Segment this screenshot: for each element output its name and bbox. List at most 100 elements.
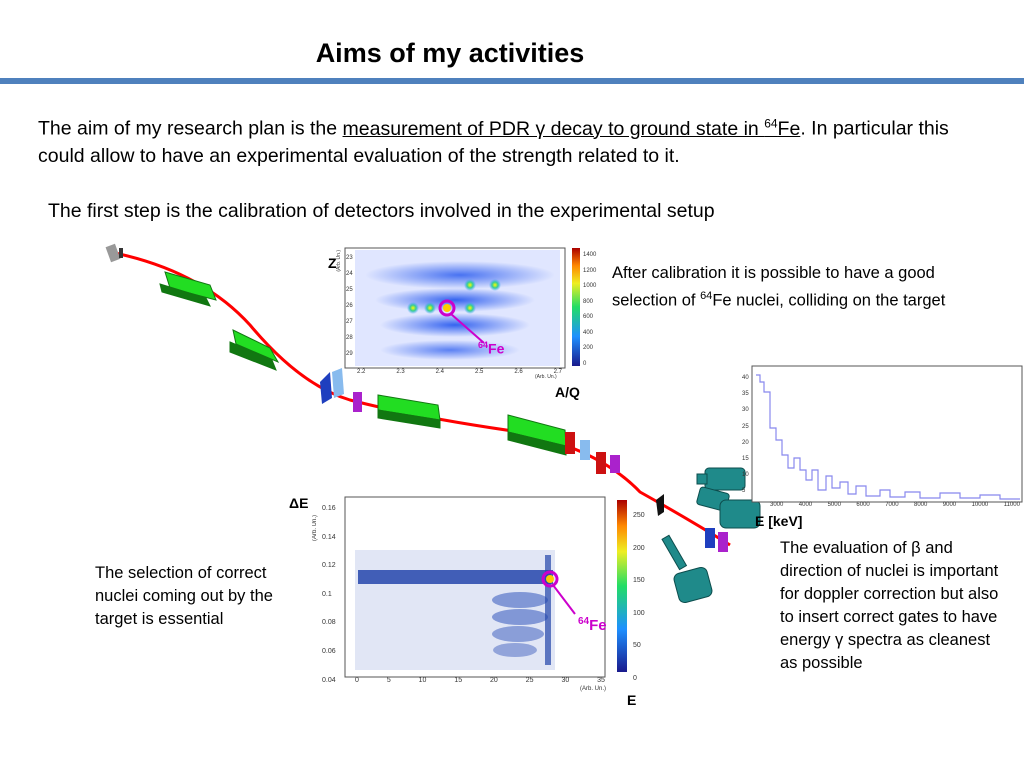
tick-label: 250 xyxy=(633,512,645,519)
zaq-y-ticks: 23 24 25 26 27 28 29 xyxy=(346,250,353,362)
tick-label: 8000 xyxy=(913,502,928,508)
color-scale xyxy=(572,248,580,366)
tick-label: 9000 xyxy=(942,502,957,508)
tick-label: 35 xyxy=(597,677,605,684)
tick-label: 10 xyxy=(418,677,427,684)
detector-plane-icon xyxy=(320,372,332,404)
zaq-fe-label: 64Fe xyxy=(478,340,505,357)
tick-label: 26 xyxy=(346,303,353,309)
intro-underlined: measurement of PDR γ decay to ground sta… xyxy=(342,116,801,140)
note-calibration: After calibration it is possible to have… xyxy=(612,264,946,310)
note-evaluation: The evaluation of β and direction of nuc… xyxy=(780,539,999,672)
tick-label: 0.1 xyxy=(322,590,332,598)
tick-label: 0.12 xyxy=(322,562,336,570)
tick-label: 1400 xyxy=(583,252,597,258)
tick-label: 0 xyxy=(583,360,587,367)
de-e-x-unit: (Arb. Un.) xyxy=(580,686,607,692)
tick-label: 1000 xyxy=(583,283,597,289)
tick-label: 100 xyxy=(633,609,645,617)
intro-text-2: . In particular this could allow to have… xyxy=(38,117,949,167)
tick-label: 1200 xyxy=(583,267,597,274)
tick-label: 15 xyxy=(742,456,749,463)
spectrum-histogram xyxy=(756,374,1020,500)
de-e-y-unit: (Arb. Un.) xyxy=(312,515,318,542)
detector-box-icon xyxy=(565,432,575,454)
tick-label: 0 xyxy=(633,674,637,682)
tick-label: 28 xyxy=(346,335,353,341)
tick-label: 30 xyxy=(742,407,749,414)
tick-label: 11000 xyxy=(1003,502,1020,508)
tick-label: 10000 xyxy=(971,502,989,508)
tick-label: 30 xyxy=(561,677,570,684)
tick-label: 25 xyxy=(525,677,534,684)
tick-label: 27 xyxy=(346,319,353,325)
tick-label: 5000 xyxy=(827,502,841,508)
de-e-x-ticks: 0 5 10 15 20 25 30 35 xyxy=(355,677,605,684)
fe64-arrow xyxy=(552,584,576,615)
zaq-plot xyxy=(344,247,580,369)
de-e-scale-ticks: 250 200 150 100 50 0 xyxy=(633,500,645,695)
tick-label: 3000 xyxy=(770,502,784,508)
tick-label: 50 xyxy=(633,642,641,649)
fe64-marker xyxy=(438,299,456,317)
fe64-marker xyxy=(541,570,559,588)
tick-label: 200 xyxy=(633,544,645,552)
de-e-plot xyxy=(344,496,627,678)
tick-label: 2.3 xyxy=(396,369,405,375)
intro-paragraph: The aim of my research plan is the measu… xyxy=(38,110,998,170)
gamma-detector-icon xyxy=(719,499,761,529)
tick-label: 20 xyxy=(490,677,498,684)
tick-label: 200 xyxy=(583,345,594,351)
tick-label: 24 xyxy=(346,271,353,277)
tick-label: 2.7 xyxy=(553,369,562,375)
magnet-icon xyxy=(507,414,567,456)
tick-label: 150 xyxy=(633,577,645,584)
de-e-xlabel: E xyxy=(627,692,637,708)
tick-label: 4000 xyxy=(798,502,813,508)
tick-label: 5 xyxy=(742,488,746,495)
tick-label: 40 xyxy=(742,375,749,381)
slide-title: Aims of my activities xyxy=(315,38,585,68)
zaq-x-ticks: 2.2 2.3 2.4 2.5 2.6 2.7 xyxy=(357,369,562,375)
tick-label: 2.5 xyxy=(474,369,484,375)
de-e-fe-label: 64Fe xyxy=(578,616,607,634)
tick-label: 0.14 xyxy=(322,533,336,541)
tick-label: 23 xyxy=(346,255,353,261)
title-divider xyxy=(0,78,1024,84)
tick-label: 0 xyxy=(355,677,359,684)
detector-box-icon xyxy=(353,392,362,412)
tick-label: 10 xyxy=(742,472,749,479)
first-step-text: The first step is the calibration of det… xyxy=(48,200,715,222)
tick-label: 400 xyxy=(583,329,594,336)
beam-source-icon xyxy=(105,243,123,263)
color-scale xyxy=(617,500,627,672)
intro-text-1: The aim of my research plan is the xyxy=(38,117,343,140)
tick-label: 20 xyxy=(742,439,749,446)
note-selection: The selection of correct nuclei coming o… xyxy=(95,564,273,628)
tick-label: 600 xyxy=(583,314,594,320)
zaq-scale-ticks: 1400 1200 1000 800 600 400 200 0 xyxy=(583,248,596,372)
tick-label: 25 xyxy=(346,287,353,293)
tick-label: 35 xyxy=(742,391,749,398)
spectrum-y-ticks: 40 35 30 25 20 15 10 5 xyxy=(742,370,749,500)
de-e-y-ticks: 0.16 0.14 0.12 0.1 0.08 0.06 0.04 xyxy=(322,495,336,695)
tick-label: 0.06 xyxy=(322,647,336,655)
tick-label: 2.6 xyxy=(514,369,523,375)
detector-box-icon xyxy=(705,528,715,548)
magnet-icon xyxy=(159,271,217,307)
spectrum-xlabel: E [keV] xyxy=(755,513,803,529)
gamma-detector-icon xyxy=(661,534,713,604)
magnet-icon xyxy=(229,329,280,371)
tick-label: 6000 xyxy=(856,502,870,508)
target-icon xyxy=(656,494,664,516)
tick-label: 800 xyxy=(583,298,594,305)
zaq-xlabel: A/Q xyxy=(555,384,580,400)
spectrum-x-ticks: 3000 4000 5000 6000 7000 8000 9000 10000 11000 xyxy=(770,502,1020,508)
tick-label: 29 xyxy=(346,351,353,357)
tick-label: 0.08 xyxy=(322,619,336,627)
tick-label: 25 xyxy=(742,423,749,430)
tick-label: 0.04 xyxy=(322,676,336,684)
tick-label: 2.2 xyxy=(357,369,366,375)
magnet-icon xyxy=(377,394,441,429)
